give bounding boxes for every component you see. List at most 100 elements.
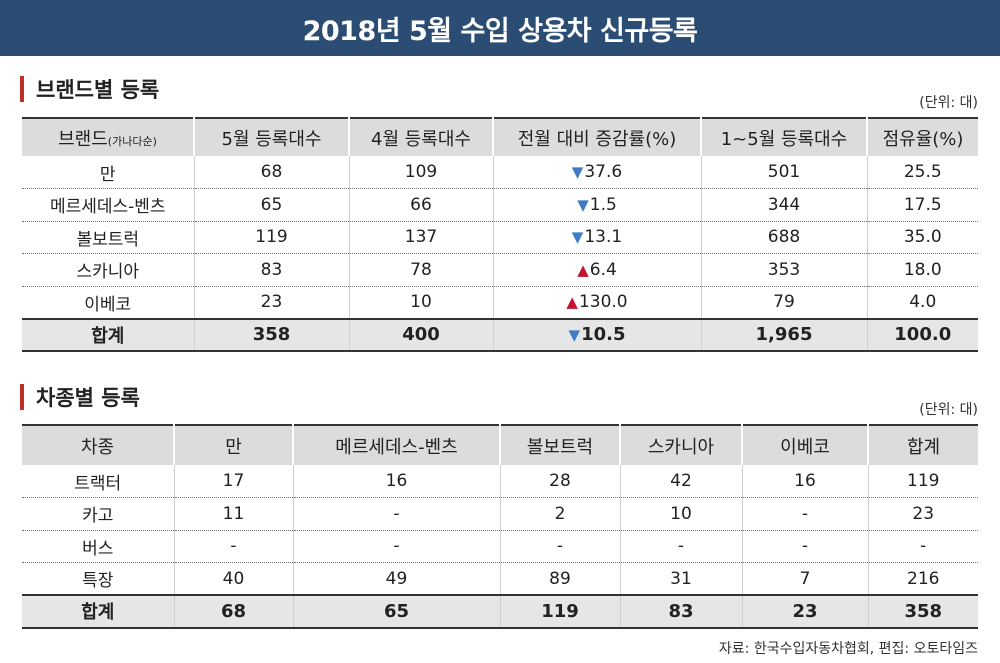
header-brand-note: (가나다순) (107, 134, 157, 148)
header-may: 5월 등록대수 (194, 117, 350, 156)
value-cell: - (174, 530, 294, 563)
brand-section-heading: 브랜드별 등록 (20, 74, 159, 104)
total-april: 400 (349, 317, 494, 352)
value-cell: 119 (868, 465, 978, 498)
april-cell: 10 (349, 286, 494, 319)
header-change: 전월 대비 증감률(%) (493, 117, 702, 156)
may-cell: 65 (194, 188, 350, 222)
table-row: 볼보트럭 119 137 ▼13.1 688 35.0 (22, 221, 978, 254)
decrease-triangle-icon: ▼ (571, 228, 584, 247)
share-cell: 35.0 (867, 221, 978, 254)
april-cell: 78 (349, 253, 494, 287)
total-value: 119 (500, 594, 621, 629)
value-cell: 31 (620, 562, 743, 596)
april-cell: 66 (349, 188, 494, 222)
header-share: 점유율(%) (867, 117, 978, 156)
total-value: 358 (868, 594, 978, 629)
brand-cell: 이베코 (22, 286, 195, 319)
type-unit-note: (단위: 대) (919, 402, 978, 418)
value-cell: - (742, 530, 869, 563)
brand-registration-table: 브랜드(가나다순) 5월 등록대수 4월 등록대수 전월 대비 증감률(%) 1… (22, 117, 978, 352)
header-volvo: 볼보트럭 (500, 424, 621, 465)
april-cell: 109 (349, 156, 494, 189)
value-cell: - (742, 497, 869, 531)
brand-cell: 만 (22, 156, 195, 189)
table-row: 스카니아 83 78 ▲6.4 353 18.0 (22, 253, 978, 287)
total-row: 합계 68 65 119 83 23 358 (22, 594, 978, 629)
table-header-row: 브랜드(가나다순) 5월 등록대수 4월 등록대수 전월 대비 증감률(%) 1… (22, 117, 978, 156)
brand-cell: 스카니아 (22, 253, 195, 287)
type-section-title: 차종별 등록 (36, 386, 140, 410)
share-cell: 17.5 (867, 188, 978, 222)
value-cell: 42 (620, 465, 743, 498)
header-brand: 브랜드(가나다순) (22, 117, 195, 156)
value-cell: - (500, 530, 621, 563)
header-benz: 메르세데스-벤츠 (293, 424, 501, 465)
value-cell: 16 (742, 465, 869, 498)
value-cell: - (868, 530, 978, 563)
change-cell: ▲6.4 (493, 253, 702, 287)
total-value: 23 (742, 594, 869, 629)
total-share: 100.0 (867, 317, 978, 352)
may-cell: 83 (194, 253, 350, 287)
ytd-cell: 353 (701, 253, 868, 287)
ytd-cell: 688 (701, 221, 868, 254)
value-cell: 2 (500, 497, 621, 531)
table-row: 특장 40 49 89 31 7 216 (22, 562, 978, 596)
share-cell: 25.5 (867, 156, 978, 189)
value-cell: - (293, 530, 501, 563)
value-cell: 28 (500, 465, 621, 498)
total-value: 65 (293, 594, 501, 629)
value-cell: - (293, 497, 501, 531)
table-row: 만 68 109 ▼37.6 501 25.5 (22, 156, 978, 189)
heading-accent-bar (20, 76, 24, 102)
total-label: 합계 (22, 594, 175, 629)
change-cell: ▼1.5 (493, 188, 702, 222)
value-cell: 11 (174, 497, 294, 531)
total-value: 68 (174, 594, 294, 629)
header-april: 4월 등록대수 (349, 117, 494, 156)
total-change: ▼10.5 (493, 317, 702, 352)
change-cell: ▲130.0 (493, 286, 702, 319)
header-ytd: 1~5월 등록대수 (701, 117, 868, 156)
source-credit: 자료: 한국수입자동차협회, 편집: 오토타임즈 (718, 641, 978, 657)
value-cell: 16 (293, 465, 501, 498)
total-label: 합계 (22, 317, 195, 352)
type-cell: 카고 (22, 497, 175, 531)
total-may: 358 (194, 317, 350, 352)
header-scania: 스카니아 (620, 424, 743, 465)
type-section-heading: 차종별 등록 (20, 382, 140, 412)
total-row: 합계 358 400 ▼10.5 1,965 100.0 (22, 317, 978, 352)
share-cell: 18.0 (867, 253, 978, 287)
brand-cell: 볼보트럭 (22, 221, 195, 254)
brand-section-title: 브랜드별 등록 (36, 78, 160, 102)
change-cell: ▼37.6 (493, 156, 702, 189)
ytd-cell: 79 (701, 286, 868, 319)
value-cell: 17 (174, 465, 294, 498)
increase-triangle-icon: ▲ (566, 293, 578, 311)
decrease-triangle-icon: ▼ (571, 163, 584, 181)
header-type: 차종 (22, 424, 175, 465)
brand-unit-note: (단위: 대) (919, 95, 978, 111)
value-cell: 40 (174, 562, 294, 596)
type-cell: 트랙터 (22, 465, 175, 498)
vehicle-type-table: 차종 만 메르세데스-벤츠 볼보트럭 스카니아 이베코 합계 트랙터 17 16… (22, 424, 978, 629)
table-row: 트랙터 17 16 28 42 16 119 (22, 465, 978, 498)
total-ytd: 1,965 (701, 317, 868, 352)
table-header-row: 차종 만 메르세데스-벤츠 볼보트럭 스카니아 이베코 합계 (22, 424, 978, 465)
table-row: 메르세데스-벤츠 65 66 ▼1.5 344 17.5 (22, 188, 978, 222)
value-cell: 89 (500, 562, 621, 596)
type-cell: 특장 (22, 562, 175, 596)
header-iveco: 이베코 (742, 424, 869, 465)
table-row: 버스 - - - - - - (22, 530, 978, 563)
april-cell: 137 (349, 221, 494, 254)
page-title: 2018년 5월 수입 상용차 신규등록 (0, 0, 1000, 56)
table-row: 카고 11 - 2 10 - 23 (22, 497, 978, 531)
may-cell: 68 (194, 156, 350, 189)
may-cell: 119 (194, 221, 350, 254)
type-cell: 버스 (22, 530, 175, 563)
value-cell: 216 (868, 562, 978, 596)
table-row: 이베코 23 10 ▲130.0 79 4.0 (22, 286, 978, 319)
value-cell: 23 (868, 497, 978, 531)
decrease-triangle-icon: ▼ (568, 326, 581, 345)
